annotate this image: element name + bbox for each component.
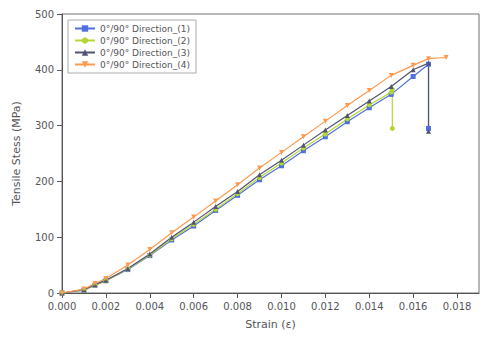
svg-text:500: 500 <box>35 9 54 20</box>
svg-text:0.018: 0.018 <box>443 301 472 312</box>
svg-text:0: 0 <box>48 288 54 299</box>
svg-text:0.010: 0.010 <box>267 301 296 312</box>
svg-text:0°/90° Direction_(2): 0°/90° Direction_(2) <box>100 36 190 46</box>
svg-text:0.012: 0.012 <box>311 301 340 312</box>
svg-text:200: 200 <box>35 176 54 187</box>
svg-text:400: 400 <box>35 64 54 75</box>
svg-text:0.000: 0.000 <box>48 301 77 312</box>
svg-text:0.008: 0.008 <box>223 301 252 312</box>
svg-text:0.014: 0.014 <box>355 301 384 312</box>
svg-text:Strain (ε): Strain (ε) <box>245 318 296 331</box>
svg-text:0.004: 0.004 <box>135 301 164 312</box>
svg-text:0°/90° Direction_(1): 0°/90° Direction_(1) <box>100 24 190 34</box>
svg-text:0.016: 0.016 <box>399 301 428 312</box>
svg-text:0°/90° Direction_(4): 0°/90° Direction_(4) <box>100 60 190 70</box>
svg-text:Tensile Stess (MPa): Tensile Stess (MPa) <box>10 101 23 207</box>
svg-text:0°/90° Direction_(3): 0°/90° Direction_(3) <box>100 48 190 58</box>
svg-text:0.006: 0.006 <box>179 301 208 312</box>
svg-text:300: 300 <box>35 120 54 131</box>
svg-text:0.002: 0.002 <box>92 301 121 312</box>
svg-text:100: 100 <box>35 232 54 243</box>
